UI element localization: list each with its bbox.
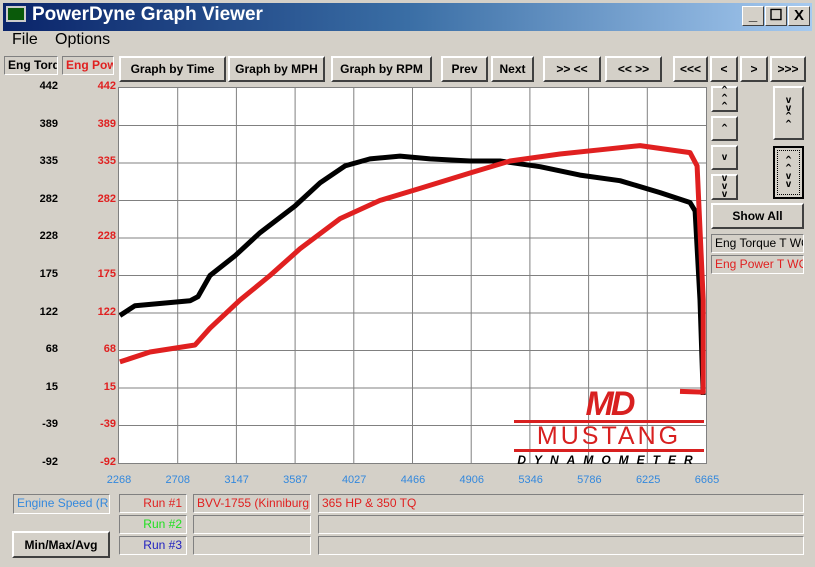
- torque-series-line: [118, 153, 706, 395]
- x-tick: 4906: [459, 474, 485, 486]
- menu-file[interactable]: File: [12, 31, 38, 48]
- run-label: Run #2: [119, 515, 187, 534]
- x-tick: 3587: [283, 474, 308, 486]
- min-max-avg-button[interactable]: Min/Max/Avg: [12, 531, 110, 558]
- maximize-button[interactable]: ☐: [765, 6, 787, 26]
- scroll-left-button[interactable]: <: [710, 56, 738, 82]
- power-series-line: [119, 143, 706, 395]
- y-tick-power: -39: [100, 418, 116, 431]
- y-tick-power: 68: [103, 343, 116, 356]
- zoom-in-button[interactable]: >> <<: [543, 56, 601, 82]
- run-description-field[interactable]: [318, 515, 804, 534]
- y-tick-power: 228: [97, 230, 116, 243]
- show-all-button[interactable]: Show All: [711, 203, 804, 229]
- y-tick-power: 389: [97, 117, 116, 130]
- scroll-up-button[interactable]: ^: [711, 116, 738, 141]
- run-name-field[interactable]: [193, 515, 311, 534]
- y-tick-power: 175: [97, 268, 116, 280]
- y-tick-power: -92: [100, 456, 116, 468]
- y-tick-torque: 68: [45, 343, 58, 356]
- y-tick-power: 282: [97, 192, 116, 205]
- y-tick-torque: 335: [39, 155, 58, 168]
- chart-svg: [118, 88, 706, 463]
- tab-eng-torque[interactable]: Eng Torq: [4, 56, 58, 75]
- scroll-far-right-button[interactable]: >>>: [770, 56, 806, 82]
- y-tick-torque: -92: [42, 456, 58, 468]
- graph-by-rpm-button[interactable]: Graph by RPM: [331, 56, 432, 82]
- mustang-logo: MD MUSTANG DYNAMOMETER: [514, 387, 704, 468]
- y-tick-torque: 175: [39, 268, 58, 280]
- x-tick: 2708: [165, 474, 191, 486]
- y-tick-torque: -39: [42, 418, 58, 431]
- next-button[interactable]: Next: [491, 56, 534, 82]
- run-label: Run #1: [119, 494, 187, 513]
- graph-area[interactable]: MD MUSTANG DYNAMOMETER: [118, 87, 707, 467]
- close-button[interactable]: X: [788, 6, 810, 26]
- x-tick: 4466: [400, 474, 426, 486]
- window-title: PowerDyne Graph Viewer: [32, 4, 263, 25]
- scroll-far-left-button[interactable]: <<<: [673, 56, 708, 82]
- y-tick-torque: 389: [39, 117, 58, 130]
- x-tick: 5786: [577, 474, 602, 486]
- y-tick-torque: 228: [39, 230, 58, 243]
- x-tick: 2268: [106, 474, 132, 486]
- run-name-field[interactable]: BVV-1755 (Kinniburgl: [193, 494, 311, 513]
- y-tick-torque: 442: [39, 80, 58, 92]
- button-label: v: [721, 151, 728, 163]
- y-tick-power: 122: [97, 305, 116, 318]
- x-tick: 6665: [694, 474, 720, 486]
- zoom-out-button[interactable]: << >>: [605, 56, 662, 82]
- scroll-right-button[interactable]: >: [740, 56, 768, 82]
- y-tick-power: 442: [97, 80, 116, 92]
- run-name-field[interactable]: [193, 536, 311, 555]
- run-label: Run #3: [119, 536, 187, 555]
- x-tick: 6225: [635, 474, 661, 486]
- button-label: ^^^: [721, 85, 728, 112]
- y-tick-power: 15: [103, 380, 116, 393]
- button-label: vv^^: [785, 95, 792, 130]
- app-icon: [6, 6, 26, 22]
- scroll-down-button[interactable]: v: [711, 145, 738, 170]
- run-description-field[interactable]: 365 HP & 350 TQ: [318, 494, 804, 513]
- expand-vertical-button[interactable]: ^^vv: [773, 146, 804, 199]
- prev-button[interactable]: Prev: [441, 56, 488, 82]
- scroll-up-fast-button[interactable]: ^^^: [711, 86, 738, 112]
- y-tick-torque: 282: [39, 192, 58, 205]
- x-tick: 4027: [341, 474, 367, 486]
- x-axis-channel-field[interactable]: Engine Speed (RF: [13, 494, 110, 514]
- scroll-down-fast-button[interactable]: vvv: [711, 174, 738, 200]
- compress-vertical-button[interactable]: vv^^: [773, 86, 804, 140]
- legend-item[interactable]: Eng Power T WC: [711, 255, 804, 274]
- button-label: vvv: [721, 173, 728, 200]
- graph-by-mph-button[interactable]: Graph by MPH: [228, 56, 325, 82]
- tab-eng-power[interactable]: Eng Pow: [62, 56, 114, 75]
- y-tick-torque: 15: [45, 380, 58, 393]
- minimize-button[interactable]: _: [742, 6, 764, 26]
- graph-by-time-button[interactable]: Graph by Time: [119, 56, 226, 82]
- x-tick: 5346: [518, 474, 543, 486]
- y-tick-power: 335: [97, 155, 116, 168]
- title-bar: [0, 0, 815, 31]
- button-label: ^: [721, 122, 728, 134]
- legend-item[interactable]: Eng Torque T WC: [711, 234, 804, 253]
- button-label: ^^vv: [785, 154, 792, 190]
- x-tick: 3147: [224, 474, 249, 486]
- menu-options[interactable]: Options: [55, 31, 111, 48]
- run-description-field[interactable]: [318, 536, 804, 555]
- y-tick-torque: 122: [39, 305, 58, 318]
